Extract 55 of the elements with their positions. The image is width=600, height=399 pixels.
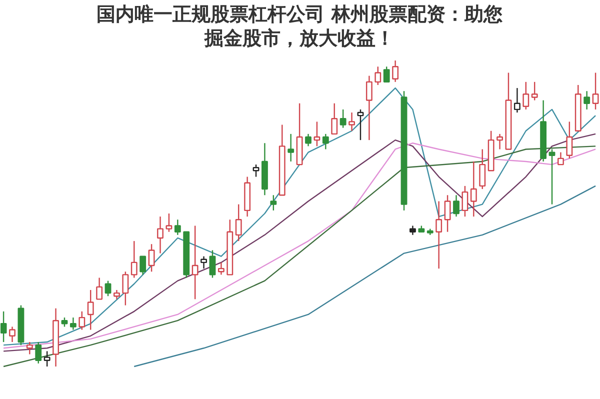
candlestick (366, 75, 372, 141)
candlestick (270, 194, 277, 212)
candlestick (26, 341, 33, 355)
candlestick (383, 66, 390, 83)
candlestick (252, 164, 260, 178)
candlestick (522, 81, 530, 110)
candlestick (148, 244, 155, 272)
candlestick (218, 262, 224, 276)
candlestick (470, 160, 477, 218)
candlestick (192, 225, 198, 300)
candlestick (122, 271, 129, 306)
candlestick (305, 133, 312, 147)
candlestick (0, 310, 7, 343)
candlestick (235, 204, 242, 242)
candlestick (140, 256, 146, 276)
candlestick (548, 148, 556, 205)
candlestick (322, 133, 329, 150)
candlestick (174, 219, 181, 236)
candlestick (209, 250, 216, 278)
candlestick (436, 200, 442, 270)
candlestick (392, 60, 399, 83)
candlestick (70, 316, 76, 330)
candlestick (104, 280, 112, 297)
candlestick (114, 289, 120, 300)
candlestick (514, 87, 520, 114)
candlestick (78, 310, 86, 330)
candlestick (331, 102, 338, 135)
candlestick (340, 108, 346, 128)
candlestick (444, 194, 451, 232)
candlestick (44, 350, 50, 368)
candlestick (9, 326, 16, 343)
candlestick (462, 185, 468, 218)
candlestick (531, 81, 538, 101)
candlestick (200, 256, 207, 270)
candlestick (410, 225, 416, 236)
candlestick (288, 133, 294, 162)
candlestick (374, 66, 382, 86)
candlestick (453, 194, 460, 218)
candlestick (357, 108, 364, 141)
candlestick (592, 72, 599, 110)
candlestick (584, 90, 590, 110)
candlestick (566, 121, 573, 160)
candlestick (314, 121, 320, 147)
candlestick (479, 148, 486, 190)
candlestick (61, 316, 68, 328)
candlestick (157, 216, 164, 254)
candlestick (166, 212, 172, 232)
chart-title: 国内唯一正规股票杠杆公司 林州股票配资：助您掘金股市，放大收益！ (96, 4, 502, 50)
candlestick (35, 341, 42, 364)
candlestick (348, 112, 355, 132)
candlestick (130, 240, 138, 278)
candlestick (496, 133, 503, 150)
candlestick (87, 289, 94, 330)
candlestick (558, 152, 564, 166)
candlestick (96, 277, 103, 300)
